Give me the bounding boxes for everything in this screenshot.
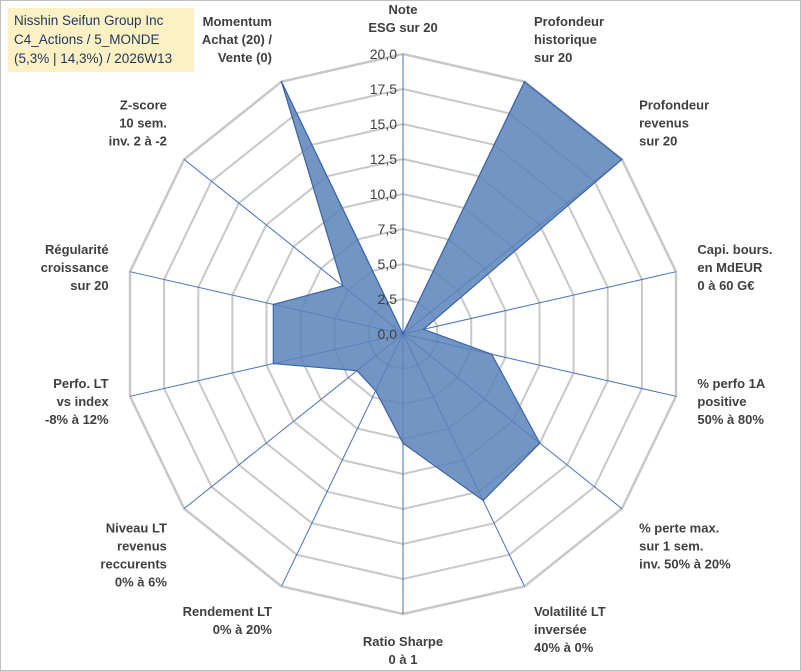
axis-label-line: Volatilité LT: [534, 604, 606, 619]
axis-label-4: % perfo 1A positive 50% à 80%: [697, 376, 766, 427]
axis-label-line: sur 1 sem.: [639, 538, 703, 553]
axis-label-line: Profondeur: [534, 14, 604, 29]
axis-label-line: sur 20: [70, 278, 108, 293]
data-point-6: [482, 499, 485, 502]
axis-label-5: % perte max. sur 1 sem. inv. 50% à 20%: [639, 520, 731, 571]
tick-label: 0,0: [378, 326, 398, 342]
axis-labels: Note ESG sur 20 Profondeur historique sur 20…: [41, 2, 773, 667]
axis-label-3: Capi. bours. en MdEUR 0 à 60 G€: [697, 242, 772, 293]
axis-label-line: 40% à 0%: [534, 640, 594, 655]
axis-label-11: Régularité croissance sur 20: [41, 242, 109, 293]
data-point-13: [280, 80, 283, 83]
spoke-3: [402, 271, 677, 335]
weights-and-week: (5,3% | 14,3%) / 2026W13: [14, 51, 173, 66]
axis-label-13: Momentum Achat (20) / Vente (0): [202, 14, 272, 65]
data-point-1: [523, 80, 526, 83]
axis-label-line: Profondeur: [639, 98, 709, 113]
company-name: Nisshin Seifun Group Inc: [14, 13, 164, 28]
tick-label: 20,0: [370, 46, 397, 62]
data-point-2: [621, 158, 623, 161]
tick-label: 2,5: [378, 291, 398, 307]
axis-label-0: Note ESG sur 20: [368, 2, 437, 35]
axis-label-line: ESG sur 20: [368, 20, 437, 35]
tick-labels: 0,0 2,5 5,0 7,5 10,0 12,5 15,0 17,5 20,0: [370, 46, 397, 342]
axis-label-line: 10 sem.: [119, 116, 167, 131]
axis-label-line: inversée: [534, 622, 587, 637]
axis-label-1: Profondeur historique sur 20: [534, 14, 604, 65]
axis-label-9: Niveau LT revenus reccurents 0% à 6%: [100, 520, 167, 589]
tick-label: 7,5: [378, 221, 398, 237]
axis-label-line: en MdEUR: [697, 260, 763, 275]
axis-label-line: 0% à 20%: [213, 622, 273, 637]
axis-label-line: 0 à 60 G€: [697, 278, 754, 293]
chart-title-box: Nisshin Seifun Group Inc C4_Actions / 5_…: [8, 8, 194, 72]
axis-label-line: inv. 2 à -2: [109, 134, 167, 149]
axis-label-line: % perte max.: [639, 520, 719, 535]
axis-label-line: Achat (20) /: [202, 32, 272, 47]
axis-label-8: Rendement LT 0% à 20%: [183, 604, 273, 637]
axis-label-line: 50% à 80%: [697, 412, 764, 427]
axis-label-line: Z-score: [120, 98, 167, 113]
tick-label: 15,0: [370, 116, 397, 132]
axis-label-line: sur 20: [534, 50, 572, 65]
data-point-3: [422, 328, 425, 331]
axis-label-line: -8% à 12%: [45, 412, 109, 427]
axis-label-line: Vente (0): [218, 50, 272, 65]
axis-label-10: Perfo. LT vs index -8% à 12%: [45, 376, 109, 427]
axis-label-6: Volatilité LT inversée 40% à 0%: [534, 604, 606, 655]
data-point-12: [342, 285, 344, 287]
tick-label: 10,0: [370, 186, 397, 202]
axis-label-7: Ratio Sharpe 0 à 1: [363, 634, 443, 667]
axis-label-line: vs index: [57, 394, 110, 409]
axis-label-line: Momentum: [203, 14, 272, 29]
series-area-0: [272, 80, 623, 502]
axis-label-line: % perfo 1A: [697, 376, 766, 391]
axis-label-2: Profondeur revenus sur 20: [639, 98, 709, 149]
data-point-8: [374, 390, 377, 392]
tick-label: 5,0: [378, 256, 398, 272]
axis-label-line: Note: [389, 2, 418, 17]
data-point-11: [272, 303, 275, 306]
data-point-0: [402, 333, 404, 335]
axis-label-12: Z-score 10 sem. inv. 2 à -2: [109, 98, 167, 149]
portfolio-path: C4_Actions / 5_MONDE: [14, 32, 160, 47]
axis-label-line: Niveau LT: [106, 520, 167, 535]
axis-label-line: revenus: [117, 538, 167, 553]
axis-label-line: croissance: [41, 260, 109, 275]
axis-label-line: positive: [697, 394, 746, 409]
axis-label-line: inv. 50% à 20%: [639, 556, 731, 571]
data-point-10: [272, 362, 275, 365]
data-point-7: [402, 442, 404, 445]
axis-label-line: historique: [534, 32, 597, 47]
axis-label-line: 0% à 6%: [115, 574, 167, 589]
axis-label-line: 0 à 1: [389, 652, 418, 667]
data-point-9: [356, 369, 358, 372]
tick-label: 17,5: [370, 81, 397, 97]
axis-label-line: Rendement LT: [183, 604, 272, 619]
tick-label: 12,5: [370, 151, 397, 167]
axis-label-line: Régularité: [45, 242, 109, 257]
data-point-4: [490, 353, 493, 356]
axis-label-line: Ratio Sharpe: [363, 634, 443, 649]
axis-label-line: Capi. bours.: [697, 242, 772, 257]
series-layer: [272, 80, 623, 502]
axis-label-line: revenus: [639, 116, 689, 131]
axis-label-line: sur 20: [639, 134, 677, 149]
axis-label-line: Perfo. LT: [53, 376, 108, 391]
data-point-5: [539, 442, 541, 444]
axis-label-line: reccurents: [100, 556, 166, 571]
